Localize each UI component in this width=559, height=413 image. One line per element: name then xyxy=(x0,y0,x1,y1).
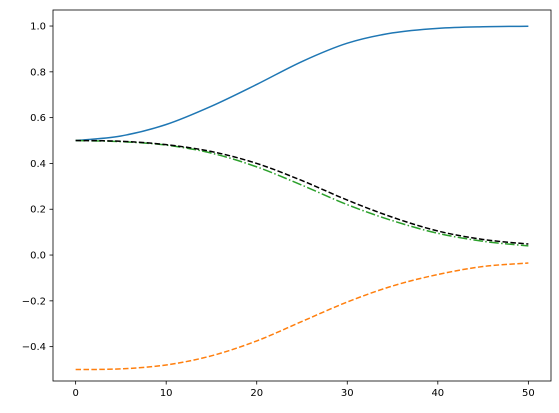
y-tick-label: 0.6 xyxy=(30,113,46,124)
x-tick-label: 0 xyxy=(72,388,78,399)
plot-frame xyxy=(52,9,552,382)
x-tick-label: 40 xyxy=(431,388,444,399)
y-tick-label: 1.0 xyxy=(30,22,46,33)
x-tick-label: 30 xyxy=(341,388,354,399)
x-tick-label: 20 xyxy=(250,388,263,399)
x-axis: 0 10 20 30 40 50 xyxy=(72,381,535,399)
series-layer xyxy=(75,25,529,371)
y-tick-label: −0.4 xyxy=(22,342,46,353)
y-tick-label: −0.2 xyxy=(22,296,46,307)
y-tick-label: 0.8 xyxy=(30,67,46,78)
series-line-3 xyxy=(75,139,529,247)
y-tick-label: 0.0 xyxy=(30,251,46,262)
y-tick-label: 0.2 xyxy=(30,205,46,216)
series-line-2 xyxy=(75,262,529,371)
x-tick-label: 50 xyxy=(522,388,535,399)
series-line-4 xyxy=(75,139,529,245)
series-line-1 xyxy=(75,25,529,142)
x-tick-label: 10 xyxy=(160,388,173,399)
y-tick-label: 0.4 xyxy=(30,159,46,170)
y-axis: −0.4 −0.2 0.0 0.2 0.4 0.6 0.8 1.0 xyxy=(22,22,53,353)
